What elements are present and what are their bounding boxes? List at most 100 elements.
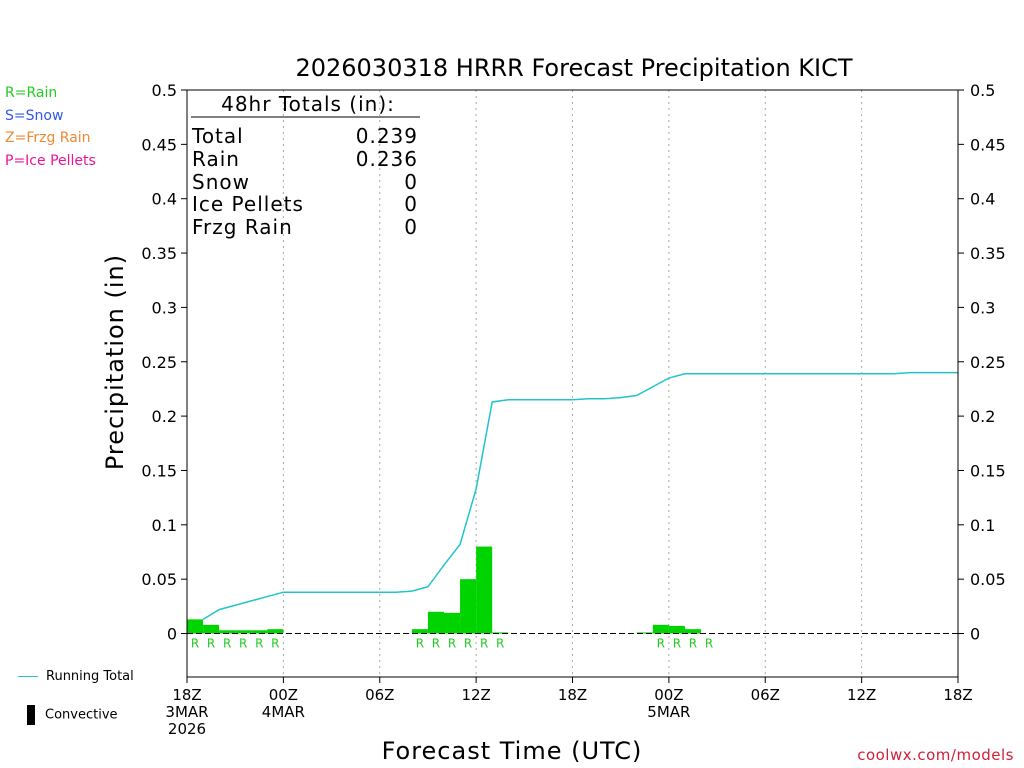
precip-bar <box>476 546 493 634</box>
totals-label-frzg: Frzg Rain <box>192 215 293 239</box>
totals-value-ice: 0 <box>404 192 418 216</box>
totals-value-total: 0.239 <box>356 124 418 148</box>
rain-marker: R <box>464 637 472 651</box>
rain-marker: R <box>657 637 665 651</box>
totals-box: 48hr Totals (in): Total 0.239 Rain 0.236… <box>191 92 420 239</box>
precip-type-legend: R=Rain S=Snow Z=Frzg Rain P=Ice Pellets <box>5 82 96 172</box>
y-tick-label-right: 0.45 <box>970 135 1006 154</box>
precip-bar <box>460 579 477 634</box>
totals-label-ice: Ice Pellets <box>192 192 304 216</box>
chart-title: 2026030318 HRRR Forecast Precipitation K… <box>295 54 852 82</box>
rain-marker: R <box>255 637 263 651</box>
precip-bar <box>267 629 284 634</box>
totals-value-rain: 0.236 <box>356 147 418 171</box>
totals-value-frzg: 0 <box>404 215 418 239</box>
y-tick-label-left: 0.2 <box>152 407 177 426</box>
precip-bar <box>652 624 669 634</box>
x-tick-label: 06Z <box>751 686 780 704</box>
totals-label-rain: Rain <box>192 147 240 171</box>
x-tick-label: 18Z <box>943 686 972 704</box>
totals-label-snow: Snow <box>192 170 250 194</box>
convective-key: Convective <box>18 705 118 725</box>
convective-swatch-icon <box>27 705 35 725</box>
x-tick-label: 4MAR <box>262 703 305 721</box>
y-tick-label-right: 0.4 <box>970 190 995 209</box>
y-tick-label-right: 0.2 <box>970 407 995 426</box>
y-tick-label-right: 0.05 <box>970 570 1006 589</box>
x-tick-label: 00Z <box>269 686 298 704</box>
rain-marker: R <box>480 637 488 651</box>
y-tick-label-left: 0.3 <box>152 298 177 317</box>
y-tick-label-left: 0.5 <box>152 81 177 100</box>
y-axis-label: Precipitation (in) <box>101 254 129 470</box>
precip-bar <box>492 632 509 634</box>
rain-marker: R <box>223 637 231 651</box>
precip-bar <box>203 624 220 634</box>
legend-snow: S=Snow <box>5 107 64 124</box>
precip-bar <box>219 630 236 634</box>
y-tick-label-right: 0.35 <box>970 244 1006 263</box>
rain-marker: R <box>673 637 681 651</box>
precip-bar <box>636 632 653 634</box>
y-tick-label-right: 0.5 <box>970 81 995 100</box>
rain-marker: R <box>271 637 279 651</box>
x-tick-label: 12Z <box>847 686 876 704</box>
y-tick-label-left: 0.15 <box>141 461 177 480</box>
convective-key-label: Convective <box>45 707 118 723</box>
x-tick-label: 18Z <box>558 686 587 704</box>
y-ticks: 0.5 0.5 0.45 0.45 0.4 0.4 0.35 0.35 0.3 0.3 0.25 0.… <box>141 81 1005 644</box>
y-tick-label-right: 0 <box>970 625 980 644</box>
x-tick-label: 00Z <box>654 686 683 704</box>
rain-marker: R <box>496 637 504 651</box>
precip-bar <box>411 629 428 634</box>
credit-link[interactable]: coolwx.com/models <box>857 746 1014 764</box>
y-tick-label-left: 0.25 <box>141 353 177 372</box>
y-tick-label-left: 0.4 <box>152 190 177 209</box>
totals-heading: 48hr Totals (in): <box>221 92 395 116</box>
y-tick-label-right: 0.1 <box>970 516 995 535</box>
x-tick-label: 06Z <box>365 686 394 704</box>
totals-label-total: Total <box>191 124 244 148</box>
y-tick-label-right: 0.25 <box>970 353 1006 372</box>
y-tick-label-left: 0 <box>167 625 177 644</box>
precip-bars <box>187 546 701 634</box>
x-tick-label: 5MAR <box>647 703 690 721</box>
rain-marker: R <box>239 637 247 651</box>
precip-bar <box>235 630 252 634</box>
y-tick-label-left: 0.05 <box>141 570 177 589</box>
rain-marker: R <box>689 637 697 651</box>
precip-bar <box>251 630 268 634</box>
precip-bar <box>668 625 685 634</box>
x-tick-label: 2026 <box>168 720 206 738</box>
rain-marker: R <box>207 637 215 651</box>
y-tick-label-left: 0.35 <box>141 244 177 263</box>
y-tick-label-left: 0.1 <box>152 516 177 535</box>
x-tick-label: 12Z <box>461 686 490 704</box>
y-tick-label-left: 0.45 <box>141 135 177 154</box>
grid-lines <box>282 90 863 677</box>
running-total-swatch-icon <box>18 676 38 677</box>
rain-marker: R <box>432 637 440 651</box>
precip-bar <box>427 611 444 634</box>
rain-marker: R <box>416 637 424 651</box>
precip-bar <box>684 629 701 634</box>
totals-value-snow: 0 <box>404 170 418 194</box>
y-tick-label-right: 0.3 <box>970 298 995 317</box>
legend-ice-pellets: P=Ice Pellets <box>5 152 96 169</box>
x-axis-label: Forecast Time (UTC) <box>382 737 643 765</box>
rain-marker: R <box>705 637 713 651</box>
legend-rain: R=Rain <box>5 85 58 101</box>
running-total-key: Running Total <box>18 669 134 684</box>
x-tick-label: 18Z <box>172 686 201 704</box>
running-total-key-label: Running Total <box>46 669 134 684</box>
running-total-line <box>202 371 958 621</box>
x-tick-label: 3MAR <box>165 703 208 721</box>
precip-bar <box>187 619 204 634</box>
y-tick-label-right: 0.15 <box>970 461 1006 480</box>
rain-marker: R <box>448 637 456 651</box>
legend-frzg-rain: Z=Frzg Rain <box>5 130 91 146</box>
rain-marker: R <box>191 637 199 651</box>
